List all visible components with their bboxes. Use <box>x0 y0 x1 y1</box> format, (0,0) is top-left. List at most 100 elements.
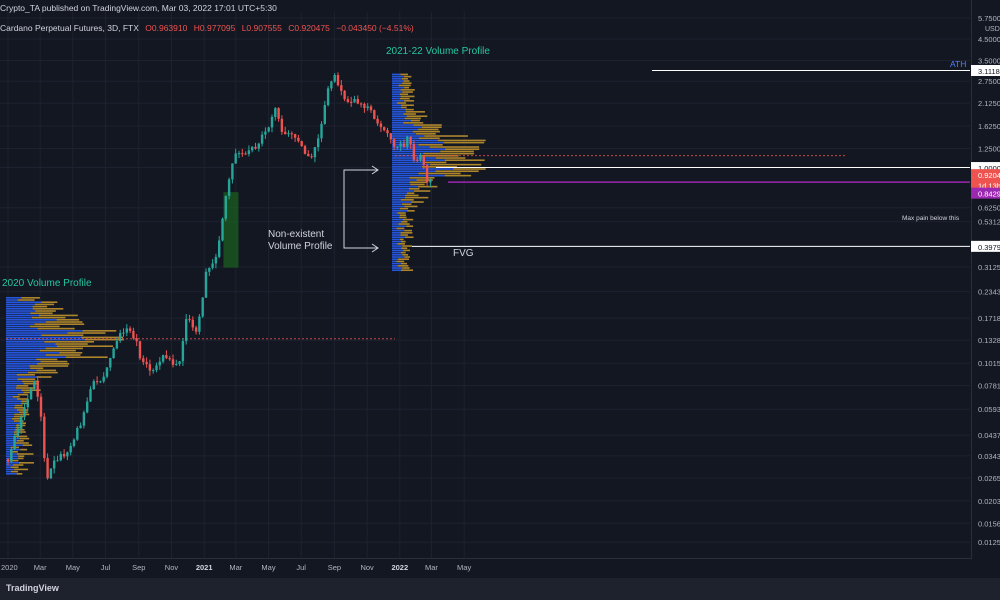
candle-body <box>326 88 330 106</box>
volume-profile-sell-bar <box>399 216 407 219</box>
candle-body <box>29 388 33 400</box>
volume-profile-sell-bar <box>81 336 124 339</box>
tradingview-logo[interactable]: TradingView <box>6 583 59 593</box>
price-axis <box>972 0 1000 578</box>
candle-body <box>320 123 323 139</box>
volume-profile-sell-bar <box>444 159 485 162</box>
volume-profile-buy-bar <box>6 415 14 418</box>
volume-profile-sell-bar <box>400 234 408 236</box>
volume-profile-buy-bar <box>6 336 82 339</box>
volume-profile-sell-bar <box>403 218 414 221</box>
volume-profile-sell-bar <box>404 236 414 239</box>
volume-profile-sell-bar <box>416 179 433 181</box>
candle-body <box>135 338 138 342</box>
volume-profile-sell-bar <box>405 194 419 197</box>
candles <box>6 72 432 480</box>
volume-profile-sell-bar <box>29 325 60 328</box>
volume-profile-buy-bar <box>392 124 414 126</box>
volume-profile-buy-bar <box>6 398 17 400</box>
volume-profile-sell-bar <box>398 223 410 225</box>
candle-body <box>247 150 251 155</box>
volume-profile-buy-bar <box>392 227 397 230</box>
candle-body <box>155 365 158 371</box>
volume-profile-sell-bar <box>19 462 34 464</box>
volume-profile-sell-bar <box>34 323 85 326</box>
volume-profile-sell-bar <box>401 247 408 250</box>
volume-profile-buy-bar <box>392 262 401 265</box>
volume-profile-buy-bar <box>392 267 403 269</box>
time-axis-tick: 2022 <box>391 563 408 572</box>
volume-profile-buy-bar <box>6 380 23 383</box>
volume-profile-sell-bar <box>30 367 44 370</box>
candle-body <box>20 417 23 429</box>
candle-body <box>422 155 425 166</box>
candle-body <box>43 416 46 459</box>
volume-profile-sell-bar <box>22 380 40 383</box>
volume-profile-buy-bar <box>6 367 31 370</box>
volume-profile-buy-bar <box>392 212 398 214</box>
volume-profile-buy-bar <box>392 179 417 181</box>
volume-profile-sell-bar <box>443 141 485 144</box>
volume-profile-sell-bar <box>435 157 466 159</box>
volume-profile-buy-bar <box>6 365 30 367</box>
price-axis-tick: 0.1015 <box>978 359 1000 368</box>
volume-profile-sell-bar <box>411 201 424 203</box>
volume-profile-sell-bar <box>402 267 410 269</box>
candle-body <box>221 218 224 241</box>
candle-body <box>86 401 89 413</box>
volume-profile-sell-bar <box>400 262 407 265</box>
volume-profile-buy-bar <box>6 347 46 350</box>
volume-profile-sell-bar <box>30 312 53 315</box>
volume-profile-buy-bar <box>392 78 402 80</box>
arrow-right-icon <box>371 243 379 253</box>
volume-profile-buy-bar <box>392 91 403 93</box>
candle-body <box>300 141 303 147</box>
volume-profile-sell-bar <box>407 210 415 212</box>
volume-profile-buy-bar <box>392 80 404 82</box>
candle-body <box>412 144 416 160</box>
price-axis-tick: 2.1250 <box>978 99 1000 108</box>
candle-body <box>211 263 214 268</box>
volume-profile-buy-bar <box>392 194 406 197</box>
candle-body <box>330 81 333 89</box>
volume-profile-buy-bar <box>6 341 45 343</box>
volume-profile-sell-bar <box>401 104 414 107</box>
volume-profile-buy-bar <box>392 115 407 118</box>
volume-profile-sell-bar <box>19 422 26 425</box>
price-axis-tick: 4.5000 <box>978 35 1000 44</box>
volume-profile-sell-bar <box>15 442 29 444</box>
candle-body <box>313 147 317 158</box>
symbol-name[interactable]: Cardano Perpetual Futures, 3D, FTX <box>0 23 139 33</box>
price-axis-tick: 1.6250 <box>978 122 1000 131</box>
volume-profile-sell-bar <box>400 199 414 201</box>
volume-profile-buy-bar <box>6 297 22 299</box>
volume-profile-buy-bar <box>392 256 405 258</box>
volume-profile-sell-bar <box>17 393 28 396</box>
volume-profile-sell-bar <box>41 334 84 337</box>
volume-profile-buy-bar <box>6 343 56 345</box>
volume-profile-buy-bar <box>392 113 404 115</box>
volume-profile-sell-bar <box>418 144 443 146</box>
candle-body <box>99 381 102 383</box>
volume-profile-buy-bar <box>6 360 41 363</box>
volume-profile-buy-bar <box>6 391 24 394</box>
candle-body <box>36 381 39 397</box>
volume-profile-buy-bar <box>392 174 445 177</box>
volume-profile-sell-bar <box>13 431 26 433</box>
arrow-right-icon <box>371 165 379 175</box>
candle-body <box>112 348 115 358</box>
volume-profile-buy-bar <box>6 402 22 405</box>
volume-profile-buy-bar <box>6 325 30 328</box>
volume-profile-buy-bar <box>392 249 404 252</box>
volume-profile-sell-bar <box>409 181 427 184</box>
volume-profile-buy-bar <box>392 128 419 131</box>
candle-body <box>333 74 336 82</box>
bottom-bar: TradingView <box>0 578 1000 600</box>
volume-profile-buy-bar <box>6 349 40 352</box>
volume-profile-sell-bar <box>10 470 19 473</box>
candle-body <box>353 99 356 103</box>
candle-body <box>260 134 264 144</box>
price-label-tag: 1.0000 <box>971 162 1000 174</box>
